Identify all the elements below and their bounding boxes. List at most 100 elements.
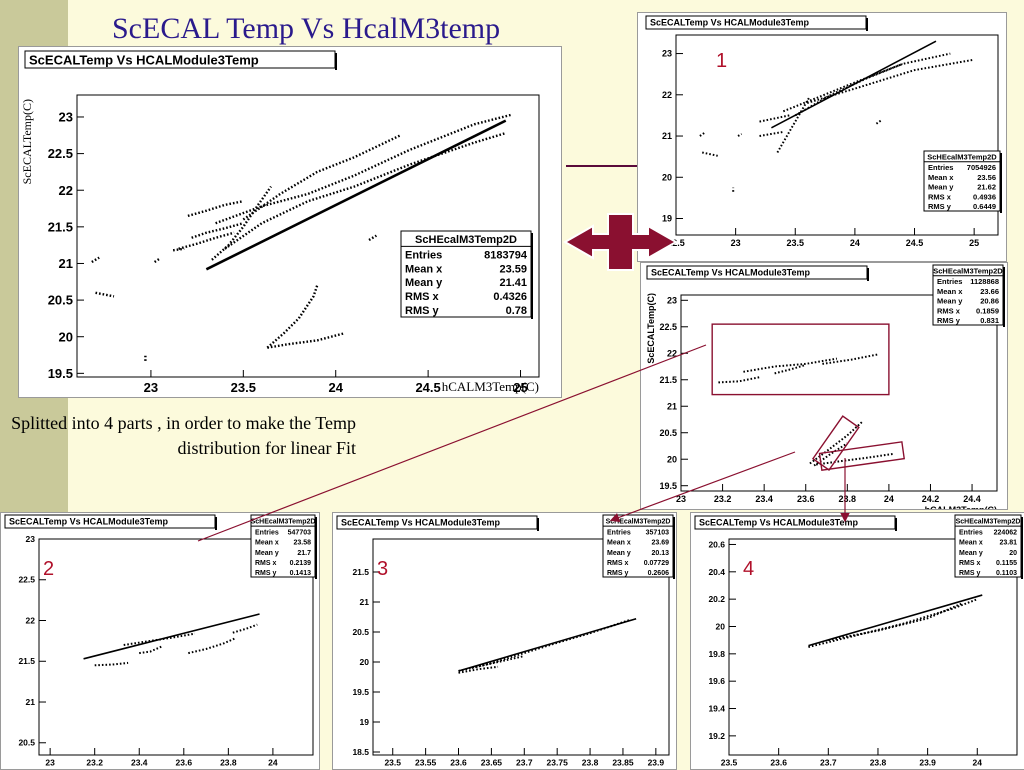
stats-label: Mean x [607, 540, 631, 547]
chart-svg: 23.5 23.55 23.6 23.65 23.7 23.75 23.8 23.85 23.9… [336, 514, 675, 768]
stats-value: 0.4936 [973, 192, 996, 201]
x-tick-label: 23.7 [516, 758, 533, 768]
y-tick-label: 22.5 [659, 322, 677, 332]
y-tick-label: 21 [26, 697, 36, 707]
stats-label: Mean y [405, 277, 443, 289]
stats-label: RMS y [255, 570, 277, 577]
y-axis-label: ScECALTemp(C) [20, 99, 34, 184]
chart-svg: 23 23.5 24 24.5 2519.52020.52121.52222.523hC… [20, 50, 540, 395]
chart-title: ScECALTemp Vs HCALModule3Temp [29, 53, 259, 68]
x-tick-label: 23.4 [755, 494, 773, 504]
x-tick-label: 25 [969, 238, 979, 248]
chart-panel-selection: 23 23.2 23.4 23.6 23.8 24 24.2 24.4 19.5 20 20.5 21… [640, 262, 1008, 510]
data-series-1 [215, 113, 512, 225]
stats-value: 23.56 [977, 173, 996, 182]
x-tick-label: 24.2 [922, 494, 940, 504]
part-number-label: 2 [43, 558, 54, 580]
data-series-9 [737, 133, 743, 137]
x-tick-label: 23.65 [481, 758, 503, 768]
stats-label: Mean x [405, 263, 443, 275]
fit-line [83, 613, 260, 660]
data-series-13 [172, 247, 185, 252]
x-tick-label: 23.8 [870, 758, 887, 768]
stats-label: Mean y [928, 183, 954, 192]
data-series-2 [224, 131, 507, 250]
fit-line [771, 40, 937, 129]
x-tick-label: 24 [884, 494, 894, 504]
data-series-4 [211, 185, 272, 261]
stats-value: 0.2606 [648, 570, 670, 577]
data-series-5 [187, 200, 244, 218]
y-tick-label: 19 [662, 214, 672, 224]
y-tick-label: 20 [59, 329, 73, 344]
y-tick-label: 20 [667, 454, 677, 464]
y-tick-label: 22 [662, 90, 672, 100]
x-tick-label: 23.5 [721, 758, 738, 768]
stats-label: RMS y [607, 570, 629, 577]
y-tick-label: 23 [662, 49, 672, 59]
x-tick-label: 23.6 [450, 758, 467, 768]
data-series-7 [699, 131, 707, 137]
x-tick-label: 24.5 [415, 380, 440, 395]
y-tick-label: 20 [360, 657, 370, 667]
stats-value: 0.2139 [290, 560, 312, 567]
y-tick-label: 20.4 [708, 567, 725, 577]
plot-frame [728, 538, 1018, 756]
stats-value: 7054926 [967, 163, 996, 172]
x-tick-label: 23.85 [612, 758, 634, 768]
stats-value: 0.1859 [976, 306, 999, 315]
x-tick-label: 23.2 [714, 494, 732, 504]
y-tick-label: 21.5 [352, 567, 369, 577]
stats-value: 20.86 [980, 297, 999, 306]
fit-line [808, 594, 983, 647]
x-tick-label: 23.55 [415, 758, 437, 768]
data-series-11 [95, 291, 115, 298]
stats-name: ScHEcalM3Temp2D [251, 519, 316, 526]
x-tick-label: 23.8 [220, 758, 237, 768]
stats-label: Mean y [607, 550, 631, 557]
part-number-label: 4 [743, 558, 754, 580]
y-tick-label: 22.5 [18, 575, 35, 585]
stats-value: 20.13 [651, 550, 669, 557]
stats-label: Mean x [928, 173, 954, 182]
y-tick-label: 19.2 [708, 731, 725, 741]
y-tick-label: 22 [667, 348, 677, 358]
y-tick-label: 21.5 [48, 219, 73, 234]
data-series-5 [759, 130, 784, 137]
stats-label: Mean x [959, 540, 983, 547]
y-tick-label: 22 [59, 183, 73, 198]
y-tick-label: 19.8 [708, 649, 725, 659]
chart-svg: 22.5 23 23.5 24 24.5 25 19 20 21 22 23 ScECALTemp V… [645, 15, 1002, 248]
stats-value: 0.07729 [644, 560, 669, 567]
stats-label: RMS x [937, 306, 961, 315]
data-series-12 [153, 257, 161, 264]
stats-label: RMS x [607, 560, 629, 567]
data-series-1 [808, 598, 978, 648]
stats-value: 21.62 [977, 183, 996, 192]
x-tick-label: 23.5 [231, 380, 256, 395]
plot-frame [38, 538, 314, 756]
x-tick-label: 23 [144, 380, 158, 395]
chart-panel-main: 23 23.5 24 24.5 25 19.5 20 20.5 21 21.5 22 22.5 23 hC… [18, 46, 562, 398]
stats-box: ScHEcalM3Temp2D Entries 7054926 Mean x 23.56… [923, 150, 1002, 213]
x-tick-label: 24 [268, 758, 278, 768]
stats-value: 547703 [288, 530, 311, 537]
stats-label: RMS x [959, 560, 981, 567]
chart-panel-1: 22.5 23 23.5 24 24.5 25 19 20 21 22 23 ScECALTemp V… [637, 12, 1007, 262]
y-tick-label: 19 [360, 717, 370, 727]
x-tick-label: 23.9 [919, 758, 936, 768]
data-series-14 [368, 234, 378, 242]
stats-label: Mean y [959, 550, 983, 557]
y-tick-label: 21 [59, 256, 73, 271]
slide-title: ScECAL Temp Vs HcalM3temp [112, 12, 501, 45]
data-series-2 [458, 665, 499, 674]
selection-box-3 [818, 441, 906, 472]
stats-value: 23.59 [499, 263, 527, 275]
stats-value: 23.69 [651, 540, 669, 547]
y-tick-label: 23 [59, 110, 73, 125]
stats-value: 0.831 [980, 316, 999, 325]
y-tick-label: 22 [26, 615, 36, 625]
x-tick-label: 23.6 [797, 494, 815, 504]
y-tick-label: 20.5 [48, 293, 73, 308]
y-tick-label: 21.5 [659, 375, 677, 385]
